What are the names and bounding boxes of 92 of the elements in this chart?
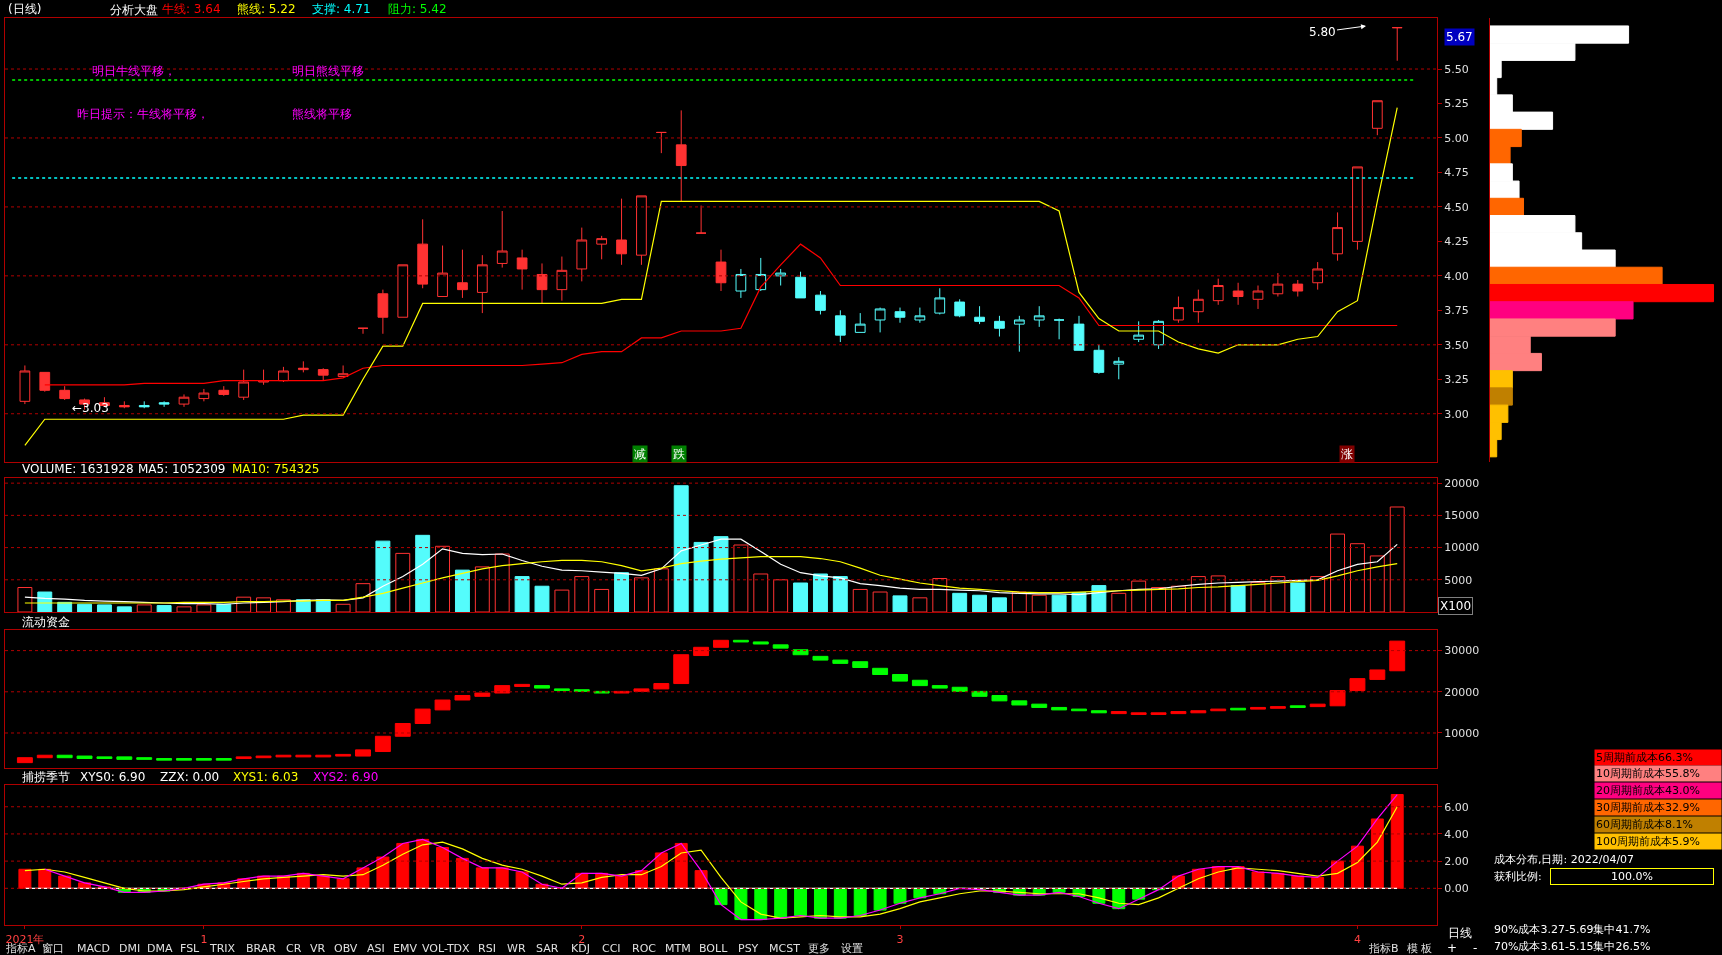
x-tick-label: 3 — [896, 933, 904, 947]
text: 100.0% — [1611, 870, 1653, 883]
y-tick-label: 4.25 — [1444, 235, 1469, 249]
text: KDJ — [571, 942, 590, 955]
annotation: 跌 — [673, 447, 685, 461]
text: 100周期前成本5.9% — [1596, 835, 1700, 848]
text: + — [1447, 941, 1458, 955]
chart-title: 流动资金 — [22, 615, 70, 629]
text: CCI — [602, 942, 621, 955]
y-tick-label: 4.00 — [1444, 269, 1469, 283]
text: 20周期前成本43.0% — [1596, 784, 1700, 797]
text: 获利比例: — [1494, 870, 1542, 883]
text: SAR — [536, 942, 559, 955]
text: 日线 — [1448, 926, 1472, 940]
text: 牛线: 3.64 — [162, 2, 221, 16]
text: BRAR — [246, 942, 277, 955]
text: MACD — [77, 942, 110, 955]
text: 熊线: 5.22 — [237, 2, 296, 16]
x-tick-label: 1 — [200, 933, 208, 947]
y-tick-label: 4.75 — [1444, 166, 1469, 180]
text: 设置 — [841, 942, 863, 955]
text: VR — [310, 942, 326, 955]
y-tick-label: 0.00 — [1444, 882, 1469, 896]
text: DMA — [147, 942, 173, 955]
text: 更多 — [808, 942, 830, 955]
text: 指标B — [1368, 942, 1399, 955]
text: MCST — [769, 942, 801, 955]
y-tick-label: 5.00 — [1444, 131, 1469, 145]
text: XYS1: 6.03 — [233, 770, 299, 784]
text: WR — [507, 942, 526, 955]
y-tick-label: 3.75 — [1444, 304, 1469, 318]
text: ROC — [632, 942, 657, 955]
y-tick-label: 10000 — [1444, 726, 1480, 740]
annotation: 涨 — [1341, 447, 1353, 461]
text: MA10: 754325 — [232, 462, 320, 476]
annotation: 熊线将平移 — [292, 107, 352, 121]
text: X100 — [1440, 599, 1472, 613]
text: 成本分布,日期: 2022/04/07 — [1494, 853, 1635, 866]
annotation: ←3.03 — [72, 401, 109, 415]
text: DMI — [119, 942, 141, 955]
text: 90%成本3.27-5.69集中41.7% — [1494, 923, 1651, 936]
annotation: 明日牛线平移， — [92, 64, 176, 78]
y-tick-label: 3.50 — [1444, 338, 1469, 352]
y-tick-label: 2.00 — [1444, 854, 1469, 868]
text: VOL-TDX — [422, 942, 471, 955]
y-tick-label: 3.00 — [1444, 407, 1469, 421]
text: CR — [286, 942, 302, 955]
text: EMV — [393, 942, 418, 955]
y-tick-label: 10000 — [1444, 541, 1480, 555]
y-tick-label: 6.00 — [1444, 800, 1469, 814]
text: 5周期前成本66.3% — [1596, 751, 1693, 764]
y-tick-label: 15000 — [1444, 509, 1480, 523]
y-tick-label: 5.50 — [1444, 62, 1469, 76]
annotation: 明日熊线平移 — [292, 64, 364, 78]
ref-line-label: 阻力: 5.42 — [388, 2, 447, 16]
y-tick-label: 20000 — [1444, 477, 1480, 490]
text: 60周期前成本8.1% — [1596, 818, 1693, 831]
text: BOLL — [699, 942, 729, 955]
text: OBV — [334, 942, 358, 955]
text: RSI — [478, 942, 496, 955]
text: XYS0: 6.90 — [80, 770, 146, 784]
y-tick-label: 4.50 — [1444, 200, 1469, 214]
annotation: 减 — [634, 447, 646, 461]
ref-line-label: 支撑: 4.71 — [312, 2, 371, 16]
y-tick-label: 20000 — [1444, 685, 1480, 699]
chart-title: (日线) — [8, 2, 42, 16]
text: 模 板 — [1407, 942, 1433, 955]
text: 5.67 — [1446, 30, 1473, 44]
text: - — [1473, 941, 1478, 955]
text: 70%成本3.61-5.15集中26.5% — [1494, 940, 1651, 953]
text: 分析大盘 — [110, 3, 158, 17]
y-tick-label: 3.25 — [1444, 373, 1469, 387]
text: 30周期前成本32.9% — [1596, 801, 1700, 814]
x-tick-label: 4 — [1353, 933, 1361, 947]
y-tick-label: 4.00 — [1444, 827, 1469, 841]
text: MA5: 1052309 — [138, 462, 226, 476]
text: XYS2: 6.90 — [313, 770, 379, 784]
y-tick-label: 5.25 — [1444, 97, 1469, 111]
text: TRIX — [209, 942, 236, 955]
text: PSY — [738, 942, 759, 955]
annotation: 5.80 — [1309, 25, 1336, 39]
text: ASI — [367, 942, 385, 955]
annotation: 昨日提示：牛线将平移， — [77, 107, 209, 121]
y-tick-label: 5000 — [1444, 573, 1473, 587]
text: ZZX: 0.00 — [160, 770, 220, 784]
text: 10周期前成本55.8% — [1596, 767, 1700, 780]
chart-title: 捕捞季节 — [22, 770, 70, 784]
y-tick-label: 30000 — [1444, 644, 1480, 658]
text: 窗口 — [42, 942, 64, 955]
annotation: VOLUME: 1631928 — [22, 462, 134, 476]
text: FSL — [180, 942, 201, 955]
text: MTM — [665, 942, 691, 955]
